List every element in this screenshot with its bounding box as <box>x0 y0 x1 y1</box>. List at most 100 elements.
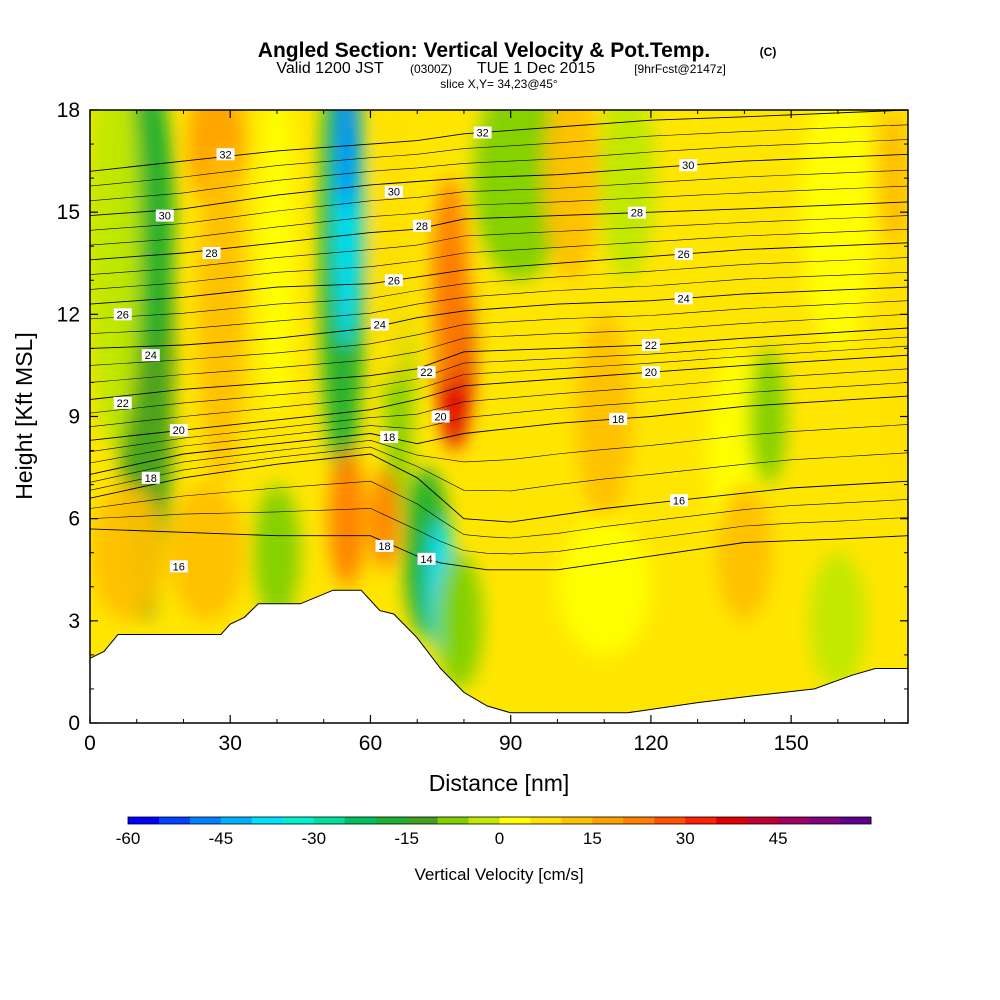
isentrope-14 <box>90 528 908 571</box>
isentrope-label-bg <box>155 209 174 222</box>
isentrope-label-bg <box>609 412 628 425</box>
velocity-cell <box>473 110 567 281</box>
colorbar-swatch <box>840 817 872 824</box>
x-axis-label: Distance [nm] <box>429 770 570 796</box>
isentrope-label: 24 <box>141 349 160 362</box>
velocity-cell <box>875 110 908 247</box>
terrain-mask <box>90 589 908 723</box>
isentrope-minor <box>90 300 908 366</box>
isentrope-label: 20 <box>641 366 660 379</box>
isentrope-28 <box>90 201 908 261</box>
isentrope-label-text: 20 <box>173 425 185 437</box>
isentrope-minor <box>90 124 908 187</box>
velocity-cell <box>599 110 656 281</box>
isentrope-label-text: 26 <box>388 275 400 287</box>
isentrope-label-text: 30 <box>159 211 171 223</box>
colorbar-swatch <box>685 817 717 824</box>
isentrope-label-text: 30 <box>682 160 694 172</box>
velocity-cell <box>749 348 787 485</box>
title-valid-date: TUE 1 Dec 2015 <box>477 60 595 77</box>
isentrope-label-text: 26 <box>117 309 129 321</box>
y-tick-label: 9 <box>68 406 80 429</box>
velocity-cell <box>809 552 866 689</box>
isentrope-label-bg <box>202 247 221 260</box>
isentrope-label-bg <box>384 274 403 287</box>
colorbar-title: Vertical Velocity [cm/s] <box>414 865 583 884</box>
isentrope-label-bg <box>641 366 660 379</box>
colorbar-swatch <box>530 817 562 824</box>
isentrope-minor <box>90 169 908 231</box>
isentrope-label-text: 22 <box>645 340 657 352</box>
isentrope-22 <box>90 327 908 400</box>
isentrope-minor <box>90 446 908 492</box>
colorbar-swatch <box>313 817 346 824</box>
colorbar-swatch <box>189 817 222 824</box>
isentrope-label-text: 24 <box>374 320 386 332</box>
colorbar-swatch <box>375 817 408 824</box>
isentrope-label: 30 <box>679 159 698 172</box>
isentrope-minor <box>90 228 908 290</box>
colorbar-swatch <box>128 817 160 824</box>
isentrope-minor <box>90 480 908 539</box>
isentrope-label-bg <box>141 471 160 484</box>
velocity-cell <box>543 110 600 281</box>
isentrope-minor <box>90 185 908 246</box>
isentrope-label-text: 20 <box>434 412 446 424</box>
isentrope-label: 28 <box>627 206 646 220</box>
y-tick-label: 12 <box>57 303 80 326</box>
isentrope-label-bg <box>669 494 688 507</box>
isentrope-label: 26 <box>113 308 132 321</box>
isentrope-label-text: 22 <box>420 367 432 379</box>
isentrope-label: 32 <box>216 148 235 161</box>
isentrope-label: 22 <box>113 396 132 410</box>
isentrope-label-bg <box>169 560 188 573</box>
y-tick-label: 3 <box>68 610 80 633</box>
isentrope-minor <box>90 508 908 555</box>
title-unit: (C) <box>760 45 777 59</box>
isentrope-label-text: 26 <box>678 249 690 261</box>
isentrope-minor <box>90 139 908 202</box>
velocity-cell <box>169 484 245 621</box>
isentrope-18 <box>90 395 908 475</box>
colorbar-tick-label: -15 <box>394 829 419 848</box>
colorbar-swatch <box>344 817 377 824</box>
velocity-cell <box>197 144 245 485</box>
isentrope-label-bg <box>679 159 698 172</box>
colorbar-swatch <box>220 817 253 824</box>
colorbar-tick-label: -60 <box>116 829 141 848</box>
isentrope-label: 30 <box>384 185 403 199</box>
colorbar-swatch <box>158 817 191 824</box>
colorbar-frame <box>127 816 872 825</box>
isentrope-label-bg <box>641 338 660 351</box>
velocity-cell <box>90 484 165 621</box>
colorbar-swatch <box>778 817 810 824</box>
colorbar-tick-label: 45 <box>769 829 788 848</box>
isentrope-label: 18 <box>141 471 160 485</box>
isentrope-24 <box>90 286 908 349</box>
isentrope-label: 18 <box>609 412 628 426</box>
y-axis: 0 3 6 9 12 15 18 <box>57 99 908 735</box>
colorbar-swatch <box>716 817 748 824</box>
velocity-cell <box>328 450 366 587</box>
isentrope-label: 18 <box>375 539 394 553</box>
velocity-cell <box>258 110 296 417</box>
isentrope-label: 18 <box>380 430 399 444</box>
isentrope-minor <box>90 336 908 414</box>
isentrope-30 <box>90 153 908 217</box>
velocity-cell <box>557 518 651 655</box>
plot-area: 14 16 18 20 22 24 26 28 30 32 16 18 20 22 24 26 28 30 32 30… <box>90 110 908 723</box>
isentrope-label-text: 18 <box>145 473 157 485</box>
isentrope-label-text: 28 <box>631 208 643 220</box>
isentrope-label: 22 <box>417 366 436 379</box>
isentrope-label: 30 <box>155 209 174 223</box>
isentrope-label-bg <box>674 248 693 261</box>
y-tick-label: 6 <box>68 508 80 531</box>
isentrope-label: 28 <box>412 219 431 233</box>
colorbar-swatch <box>437 817 470 824</box>
isentrope-label-text: 16 <box>173 561 185 573</box>
isentrope-minor <box>90 345 908 427</box>
isentrope-label: 32 <box>473 126 492 139</box>
title-main: Angled Section: Vertical Velocity & Pot.… <box>258 39 710 62</box>
isentrope-label-bg <box>627 206 646 219</box>
